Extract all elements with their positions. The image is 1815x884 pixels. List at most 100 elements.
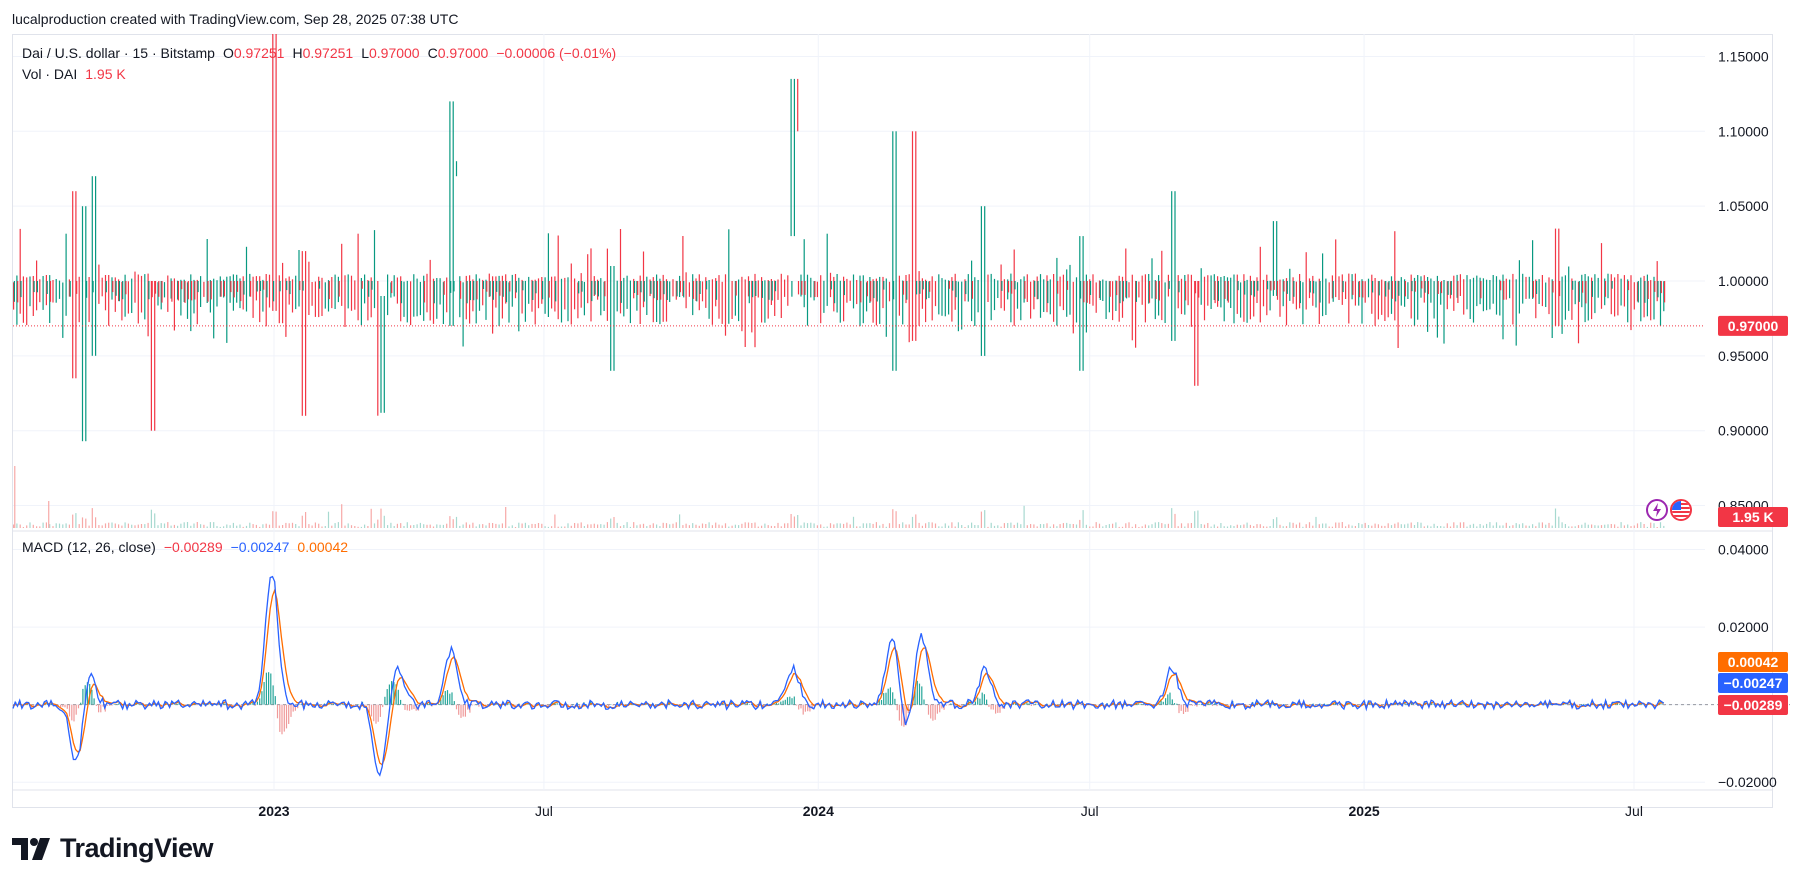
candle (692, 274, 694, 316)
candle (1552, 281, 1554, 293)
candle (604, 281, 606, 297)
volume-bar (826, 526, 828, 528)
high-label: H (292, 45, 303, 61)
volume-bar (1495, 522, 1498, 528)
candle (997, 280, 999, 298)
candle (1279, 279, 1281, 317)
volume-bar (203, 524, 205, 528)
volume-bar (19, 524, 21, 528)
volume-bar (393, 526, 395, 528)
candle (774, 280, 776, 316)
candle (122, 281, 124, 300)
candle (1207, 275, 1209, 306)
candle (1072, 281, 1074, 334)
candle (1243, 274, 1245, 322)
candle (150, 281, 152, 431)
macd-histogram-bar (80, 702, 82, 705)
candle (1283, 281, 1285, 292)
volume-bar (144, 524, 146, 528)
volume-bar (951, 522, 953, 528)
candle (1273, 281, 1275, 290)
candle (501, 275, 503, 319)
open-value: 0.97251 (233, 45, 285, 61)
candle (711, 279, 713, 325)
volume-bar (1515, 523, 1517, 528)
candle (1266, 274, 1268, 316)
candle (637, 281, 639, 295)
volume-bar (403, 526, 405, 528)
volume-bar (377, 519, 379, 528)
volume-bar (587, 524, 589, 528)
candle (1664, 281, 1666, 303)
candle (1515, 279, 1517, 346)
macd-histogram-bar (1035, 703, 1037, 705)
tradingview-logo[interactable]: TradingView (12, 833, 214, 864)
candle (597, 281, 599, 297)
candle (754, 273, 756, 348)
candle (1026, 274, 1028, 302)
macd-histogram-bar (1310, 704, 1312, 707)
low-value: 0.97000 (368, 45, 420, 61)
candle (1397, 280, 1399, 348)
macd-histogram-bar (927, 704, 930, 715)
volume-bar (734, 524, 736, 528)
candle (263, 281, 265, 290)
macd-histogram-bar (299, 704, 301, 705)
candle (1020, 279, 1022, 321)
volume-bar (1335, 522, 1337, 528)
candle (866, 282, 868, 312)
candle (78, 276, 80, 323)
candle (1604, 281, 1607, 297)
candle (285, 278, 287, 337)
candle (1267, 281, 1269, 290)
candle (685, 272, 687, 309)
price-tick-label: 1.10000 (1718, 123, 1769, 139)
volume-bar (1308, 522, 1311, 528)
candle (1338, 276, 1340, 300)
candle (640, 281, 642, 293)
candle (1597, 277, 1599, 298)
volume-bar (196, 522, 198, 528)
candle (1039, 274, 1042, 318)
macd-histogram-bar (775, 702, 777, 705)
volume-bar (751, 523, 753, 528)
macd-histogram-bar (355, 704, 357, 706)
candle (239, 278, 241, 309)
candle (879, 276, 881, 324)
candle (183, 279, 185, 302)
candle (619, 229, 622, 314)
volume-label[interactable]: Vol · DAI (22, 66, 78, 82)
candle (286, 281, 288, 291)
candle (633, 278, 635, 299)
candle (423, 275, 425, 321)
candle (1082, 236, 1084, 371)
macd-histogram-bar (1337, 704, 1339, 706)
macd-histogram-bar (1314, 704, 1316, 706)
candle (921, 278, 923, 309)
volume-bar (728, 526, 730, 528)
volume-bar (255, 524, 257, 528)
lightning-icon[interactable] (1646, 499, 1668, 521)
volume-bar (636, 525, 638, 528)
volume-bar (1413, 525, 1416, 528)
candle (279, 281, 281, 292)
candle (1001, 281, 1003, 291)
candle (1440, 281, 1443, 294)
volume-bar (934, 523, 937, 528)
macd-histogram-bar (997, 704, 999, 713)
macd-histogram-bar (983, 694, 985, 705)
candle (948, 280, 950, 315)
candle (603, 281, 605, 311)
candle (957, 281, 959, 332)
volume-bar (528, 525, 530, 528)
candle (715, 281, 718, 300)
symbol-title[interactable]: Dai / U.S. dollar · 15 · Bitstamp (22, 45, 215, 61)
volume-bar (902, 522, 904, 528)
candle (980, 206, 982, 356)
volume-bar (787, 523, 789, 528)
macd-label[interactable]: MACD (12, 26, close) (22, 539, 156, 555)
candle (1178, 281, 1180, 293)
candle (790, 78, 792, 237)
us-flag-icon[interactable] (1670, 499, 1692, 521)
